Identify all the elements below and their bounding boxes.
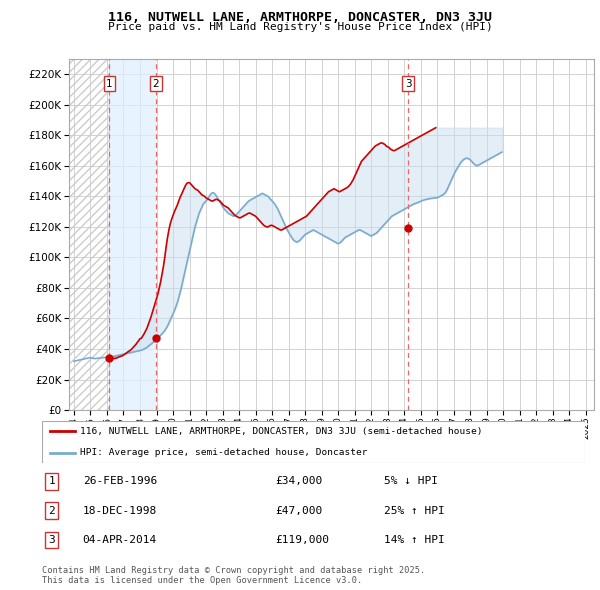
Text: HPI: Average price, semi-detached house, Doncaster: HPI: Average price, semi-detached house,… [80,448,368,457]
Text: 2: 2 [152,78,159,88]
Bar [109,59,156,410]
Text: 26-FEB-1996: 26-FEB-1996 [83,477,157,487]
Text: 25% ↑ HPI: 25% ↑ HPI [384,506,445,516]
Text: £34,000: £34,000 [275,477,323,487]
Text: 3: 3 [405,78,412,88]
Text: Contains HM Land Registry data © Crown copyright and database right 2025.
This d: Contains HM Land Registry data © Crown c… [42,566,425,585]
Text: 3: 3 [49,535,55,545]
Text: 5% ↓ HPI: 5% ↓ HPI [384,477,438,487]
Text: 1: 1 [49,477,55,487]
Text: 2: 2 [49,506,55,516]
Text: 1: 1 [106,78,113,88]
Text: £119,000: £119,000 [275,535,329,545]
Text: 116, NUTWELL LANE, ARMTHORPE, DONCASTER, DN3 3JU (semi-detached house): 116, NUTWELL LANE, ARMTHORPE, DONCASTER,… [80,427,482,436]
Text: Price paid vs. HM Land Registry's House Price Index (HPI): Price paid vs. HM Land Registry's House … [107,22,493,32]
Text: £47,000: £47,000 [275,506,323,516]
Text: 14% ↑ HPI: 14% ↑ HPI [384,535,445,545]
Text: 116, NUTWELL LANE, ARMTHORPE, DONCASTER, DN3 3JU: 116, NUTWELL LANE, ARMTHORPE, DONCASTER,… [108,11,492,24]
Text: 04-APR-2014: 04-APR-2014 [83,535,157,545]
Text: 18-DEC-1998: 18-DEC-1998 [83,506,157,516]
